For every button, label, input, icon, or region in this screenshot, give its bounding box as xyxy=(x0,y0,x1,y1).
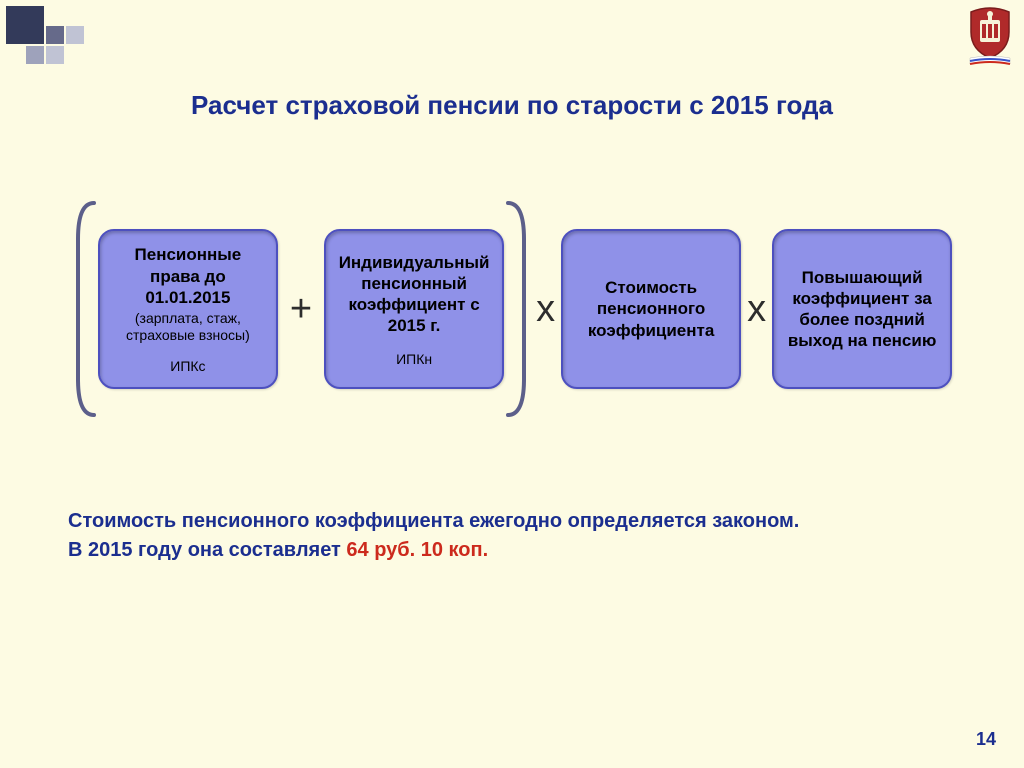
box-main: Стоимость пенсионного коэффициента xyxy=(573,277,729,341)
left-bracket-icon xyxy=(72,199,98,419)
plus-operator: + xyxy=(284,290,318,328)
formula-box-rights: Пенсионные права до 01.01.2015 (зарплата… xyxy=(98,229,278,389)
box-main: Пенсионные права до 01.01.2015 xyxy=(110,244,266,308)
bracket-group: Пенсионные права до 01.01.2015 (зарплата… xyxy=(72,199,530,419)
right-bracket-icon xyxy=(504,199,530,419)
formula-box-multiplier: Повышающий коэффициент за более поздний … xyxy=(772,229,952,389)
slide-body: Расчет страховой пенсии по старости с 20… xyxy=(0,0,1024,768)
page-number: 14 xyxy=(976,729,996,750)
box-code: ИПКн xyxy=(396,351,432,367)
box-main: Повышающий коэффициент за более поздний … xyxy=(784,267,940,352)
formula-box-cost: Стоимость пенсионного коэффициента xyxy=(561,229,741,389)
footnote: Стоимость пенсионного коэффициента ежего… xyxy=(38,507,986,565)
formula-row: Пенсионные права до 01.01.2015 (зарплата… xyxy=(38,199,986,419)
slide-title: Расчет страховой пенсии по старости с 20… xyxy=(38,90,986,121)
formula-box-ipkn: Индивидуальный пенсионный коэффициент с … xyxy=(324,229,504,389)
footnote-line2-prefix: В 2015 году она составляет xyxy=(68,539,346,561)
footnote-highlight: 64 руб. 10 коп. xyxy=(346,539,488,561)
box-main: Индивидуальный пенсионный коэффициент с … xyxy=(336,252,492,337)
bracket-boxes: Пенсионные права до 01.01.2015 (зарплата… xyxy=(98,229,504,389)
box-sub: (зарплата, стаж, страховые взносы) xyxy=(110,310,266,344)
box-code: ИПКс xyxy=(170,358,205,374)
times-operator: х xyxy=(530,290,561,328)
times-operator: х xyxy=(741,290,772,328)
footnote-line1: Стоимость пенсионного коэффициента ежего… xyxy=(68,510,799,532)
